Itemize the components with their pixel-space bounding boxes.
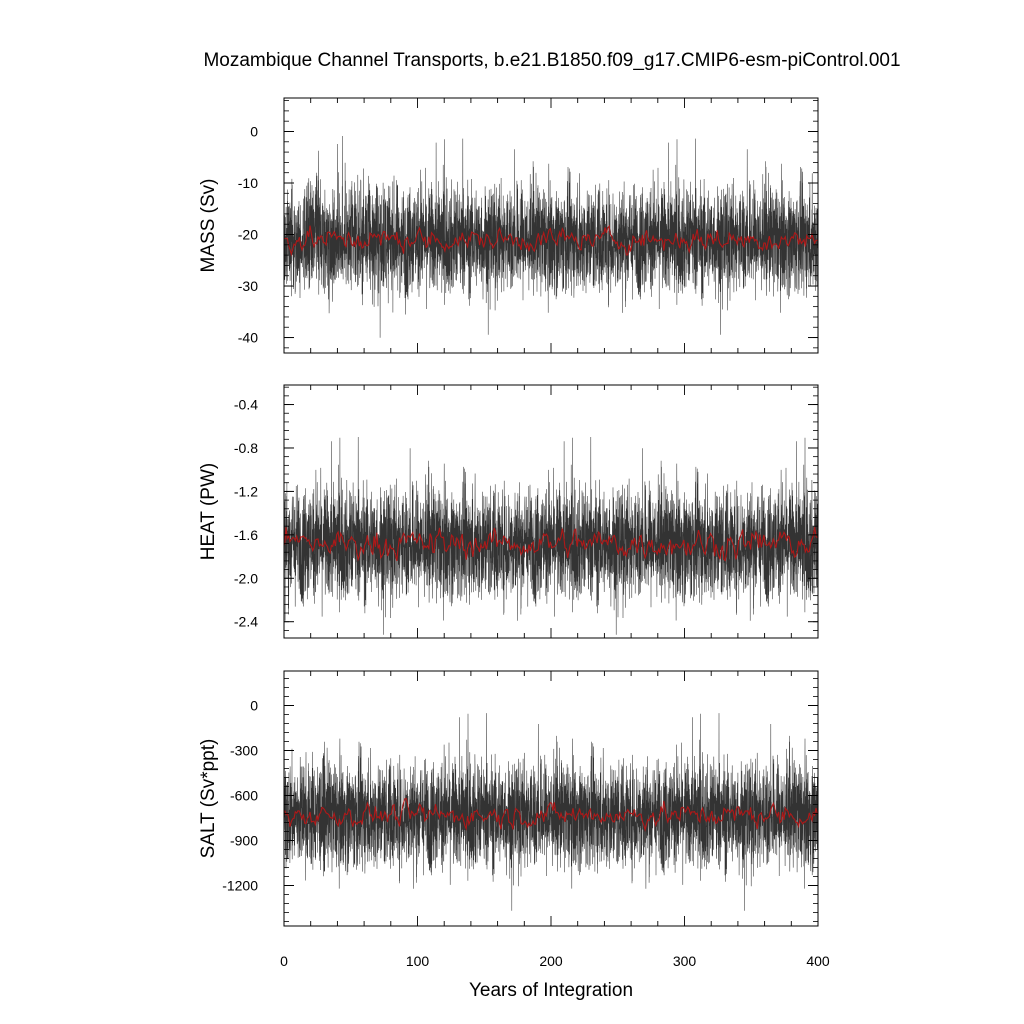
series-smoothed-line: [284, 527, 818, 562]
y-tick-label: 0: [250, 123, 258, 139]
y-tick-label: -1200: [222, 878, 258, 894]
x-tick-label: 0: [280, 953, 288, 969]
x-tick-label: 200: [539, 953, 563, 969]
y-tick-label: 0: [250, 698, 258, 714]
series-monthly-line: [284, 713, 818, 911]
y-tick-label: -1.6: [234, 527, 258, 543]
x-tick-label: 100: [406, 953, 430, 969]
series-monthly-line: [284, 135, 818, 338]
y-tick-label: -600: [230, 788, 258, 804]
y-tick-label: -300: [230, 743, 258, 759]
chart-title: Mozambique Channel Transports, b.e21.B18…: [203, 50, 900, 71]
y-tick-label: -0.8: [234, 440, 258, 456]
y-tick-label: -2.4: [234, 614, 258, 630]
y-tick-label: -0.4: [234, 397, 258, 413]
y-axis-label: MASS (Sv): [198, 179, 219, 273]
y-tick-label: -30: [238, 278, 258, 294]
panel-2: -0.4 -0.8 -1.2 -1.6 -2.0 -2.4 HEAT (PW): [198, 384, 819, 639]
series-smoothed-line: [284, 797, 818, 832]
y-tick-label: -20: [238, 227, 258, 243]
y-tick-label: -10: [238, 175, 258, 191]
series-monthly-line: [284, 436, 818, 635]
x-tick-label: 400: [806, 953, 830, 969]
y-tick-label: -900: [230, 833, 258, 849]
y-tick-label: -2.0: [234, 570, 258, 586]
x-axis-label: Years of Integration: [469, 980, 633, 1001]
panel-1: 0 -10 -20 -30 -40 MASS (Sv): [198, 97, 819, 354]
series-smoothed-line: [284, 224, 818, 257]
y-tick-label: -1.2: [234, 483, 258, 499]
x-tick-label: 300: [673, 953, 697, 969]
y-axis-label: SALT (Sv*ppt): [198, 739, 219, 859]
y-axis-label: HEAT (PW): [198, 463, 219, 560]
y-tick-label: -40: [238, 330, 258, 346]
panel-3: 0 -300 -600 -900 -1200 SALT (Sv*ppt): [198, 670, 819, 927]
